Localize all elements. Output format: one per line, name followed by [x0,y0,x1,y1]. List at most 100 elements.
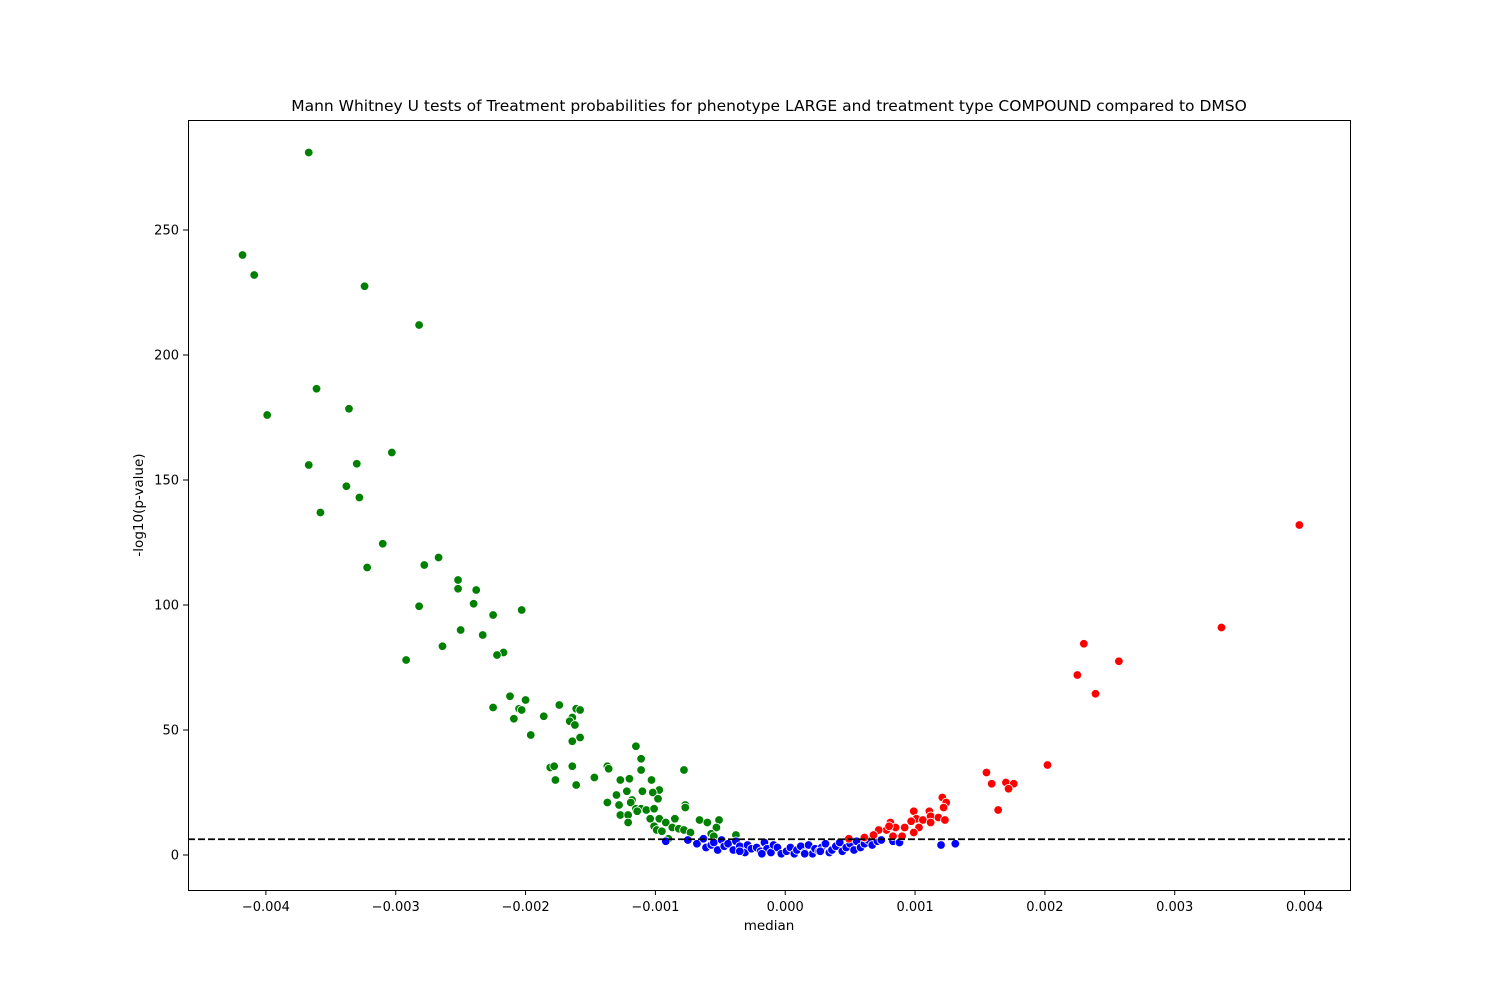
scatter-point [899,822,910,833]
scatter-point [414,320,424,330]
scatter-point [520,695,531,705]
scatter-point [925,817,936,828]
scatter-point [653,794,663,804]
x-tick-label: 0.001 [896,900,933,915]
scatter-point [488,610,498,620]
scatter-point [509,714,519,724]
scatter-point [657,826,667,836]
scatter-point [539,711,549,721]
scatter-point [711,822,722,833]
scatter-point [437,641,448,651]
scatter-point [680,802,690,813]
scatter-point [670,814,680,824]
scatter-point [567,736,578,746]
scatter-point [661,836,671,846]
scatter-point [549,761,559,771]
scatter-point [702,817,713,828]
x-tick-label: −0.002 [502,900,550,915]
scatter-point [341,481,352,491]
scatter-point [906,816,916,826]
scatter-point [526,730,536,740]
y-axis-label: -log10(p-value) [131,453,147,556]
scatter-point [859,832,870,843]
scatter-point [868,830,879,840]
scatter-point [615,775,626,785]
scatter-point [262,410,272,420]
scatter-point [344,404,354,414]
scatter-point [636,754,646,764]
scatter-point [554,700,565,710]
scatter-point [433,552,444,563]
scatter-point [950,839,961,849]
scatter-point [981,767,992,778]
scatter-point [603,764,614,774]
scatter-point [623,817,633,828]
x-tick-label: −0.003 [372,900,420,915]
y-tick-label: 150 [154,474,179,489]
scatter-point [679,765,689,775]
scatter-point [626,797,636,808]
scatter-point [815,846,825,856]
scatter-point [800,849,810,859]
scatter-point [575,705,585,715]
scatter-point [611,790,622,800]
scatter-point [550,775,561,785]
scatter-point [315,507,326,518]
scatter-point [645,814,655,824]
scatter-point [993,805,1003,815]
scatter-point [602,797,613,808]
scatter-point [401,655,411,665]
scatter-point [909,827,919,838]
y-tick-label: 250 [154,224,179,239]
scatter-point [516,705,527,715]
scatter-point [648,787,658,798]
scatter-point [614,800,624,810]
scatter-point [615,810,626,820]
scatter-point [492,650,502,660]
scatter-point [692,839,702,849]
x-tick-label: 0.000 [767,900,804,915]
scatter-point [884,821,894,831]
scatter-point [589,772,600,783]
scatter-point [575,732,585,743]
scatter-point [505,691,515,701]
chart-title: Mann Whitney U tests of Treatment probab… [291,97,1247,115]
scatter-point [835,837,845,848]
scatter-point [567,761,578,771]
scatter-point [304,147,314,158]
scatter-point [936,840,946,850]
plot-frame [188,120,1351,891]
scatter-point [649,804,659,814]
scatter-point [488,702,498,713]
scatter-point [387,447,397,458]
scatter-point [516,605,527,615]
y-tick-label: 200 [154,349,179,364]
scatter-point [986,779,997,789]
scatter-point [636,765,646,775]
scatter-point [1003,784,1014,794]
scatter-point [1042,760,1053,770]
scatter-point [237,250,248,260]
scatter-point [453,575,463,585]
scatter-point [1114,656,1124,666]
scatter-point [311,384,322,394]
scatter-point [820,839,831,849]
scatter-point [249,270,259,280]
scatter-point [694,815,705,825]
scatter-point [352,459,362,469]
scatter-point [646,775,657,785]
y-tick-label: 100 [154,599,179,614]
axis-ticks: −0.004 −0.003 −0.002 −0.001 0.000 0.001 0.002 0… [154,224,1323,916]
x-axis-label: median [744,918,795,934]
scatter-point [632,806,642,816]
scatter-point [637,786,648,796]
x-tick-label: −0.004 [242,900,290,915]
scatter-point [1079,639,1089,649]
scatter-point [940,815,950,825]
x-tick-label: 0.003 [1156,900,1193,915]
x-tick-label: 0.002 [1026,900,1063,915]
scatter-point [624,774,635,784]
y-tick-label: 0 [171,849,179,864]
scatter-point [468,599,479,609]
